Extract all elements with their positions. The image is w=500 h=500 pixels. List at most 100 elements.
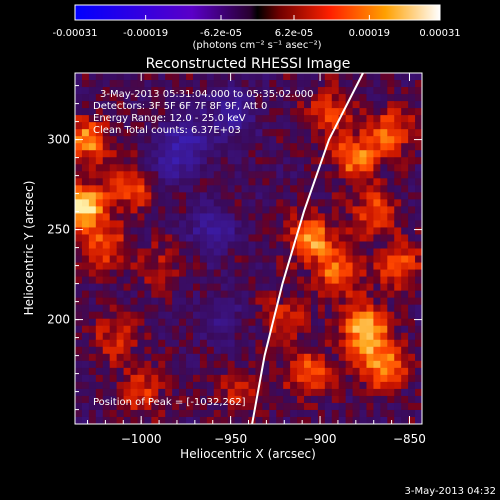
heatmap-cell [331, 318, 340, 327]
heatmap-cell [269, 297, 277, 306]
heatmap-cell [165, 157, 173, 165]
heatmap-cell [102, 80, 111, 88]
heatmap-cell [408, 325, 416, 334]
heatmap-cell [109, 80, 118, 88]
heatmap-cell [283, 353, 291, 362]
heatmap-cell [331, 213, 340, 221]
heatmap-cell [269, 199, 277, 207]
heatmap-cell [276, 346, 284, 355]
heatmap-cell [373, 381, 381, 390]
heatmap-cell [359, 381, 367, 390]
heatmap-cell [206, 206, 215, 214]
heatmap-cell [213, 395, 222, 404]
heatmap-cell [144, 367, 152, 376]
heatmap-cell [165, 332, 173, 341]
heatmap-cell [310, 311, 319, 320]
heatmap-cell [241, 269, 249, 277]
heatmap-cell [345, 143, 353, 151]
heatmap-cell [359, 192, 367, 200]
heatmap-cell [255, 199, 263, 207]
heatmap-cell [206, 171, 215, 179]
heatmap-cell [380, 87, 388, 95]
heatmap-cell [248, 129, 256, 137]
heatmap-cell [359, 227, 367, 235]
heatmap-cell [234, 374, 242, 383]
heatmap-cell [394, 332, 402, 341]
heatmap-cell [394, 353, 402, 362]
heatmap-cell [366, 374, 374, 383]
heatmap-cell [310, 416, 319, 424]
heatmap-cell [276, 171, 284, 179]
heatmap-cell [317, 311, 326, 320]
heatmap-cell [394, 388, 402, 397]
heatmap-cell [345, 388, 353, 397]
heatmap-cell [158, 185, 166, 193]
heatmap-cell [324, 367, 333, 376]
heatmap-cell [130, 255, 138, 263]
heatmap-cell [304, 122, 312, 130]
heatmap-cell [297, 311, 305, 320]
heatmap-cell [192, 276, 201, 284]
heatmap-cell [276, 150, 284, 158]
heatmap-cell [310, 227, 319, 235]
heatmap-cell [186, 136, 194, 144]
heatmap-cell [102, 164, 111, 172]
heatmap-cell [310, 122, 319, 130]
heatmap-cell [297, 346, 305, 355]
heatmap-cell [144, 346, 152, 355]
heatmap-cell [220, 241, 229, 249]
heatmap-cell [324, 108, 333, 116]
heatmap-cell [220, 220, 229, 228]
heatmap-cell [408, 199, 416, 207]
heatmap-cell [310, 80, 319, 88]
heatmap-cell [290, 80, 298, 88]
heatmap-cell [359, 136, 367, 144]
heatmap-cell [387, 199, 395, 207]
heatmap-cell [227, 283, 236, 292]
heatmap-cell [158, 227, 166, 235]
heatmap-cell [81, 360, 90, 369]
heatmap-cell [373, 339, 381, 348]
heatmap-cell [137, 346, 145, 355]
heatmap-cell [109, 360, 118, 369]
heatmap-cell [345, 171, 353, 179]
heatmap-cell [81, 269, 90, 277]
heatmap-cell [338, 94, 347, 102]
heatmap-cell [380, 276, 388, 284]
heatmap-cell [394, 255, 402, 263]
heatmap-cell [373, 73, 381, 81]
heatmap-cell [380, 346, 388, 355]
heatmap-cell [338, 409, 347, 418]
heatmap-cell [366, 171, 374, 179]
heatmap-cell [213, 150, 222, 158]
heatmap-cell [373, 108, 381, 116]
heatmap-cell [227, 381, 236, 390]
heatmap-cell [137, 297, 145, 306]
heatmap-cell [130, 381, 138, 390]
heatmap-cell [206, 248, 215, 256]
heatmap-cell [366, 360, 374, 369]
heatmap-cell [394, 73, 402, 81]
heatmap-cell [401, 276, 409, 284]
heatmap-cell [213, 325, 222, 334]
heatmap-cell [324, 115, 333, 123]
heatmap-cell [338, 381, 347, 390]
heatmap-cell [130, 192, 138, 200]
heatmap-cell [123, 311, 131, 320]
heatmap-cell [345, 227, 353, 235]
heatmap-cell [88, 213, 97, 221]
heatmap-cell [234, 388, 242, 397]
heatmap-cell [324, 269, 333, 277]
heatmap-cell [102, 241, 111, 249]
heatmap-cell [338, 276, 347, 284]
heatmap-cell [75, 269, 83, 277]
heatmap-cell [359, 143, 367, 151]
heatmap-cell [220, 269, 229, 277]
heatmap-cell [88, 101, 97, 109]
heatmap-cell [255, 318, 263, 327]
heatmap-cell [248, 164, 256, 172]
heatmap-cell [310, 94, 319, 102]
heatmap-cell [179, 283, 187, 292]
heatmap-cell [290, 185, 298, 193]
heatmap-cell [137, 241, 145, 249]
